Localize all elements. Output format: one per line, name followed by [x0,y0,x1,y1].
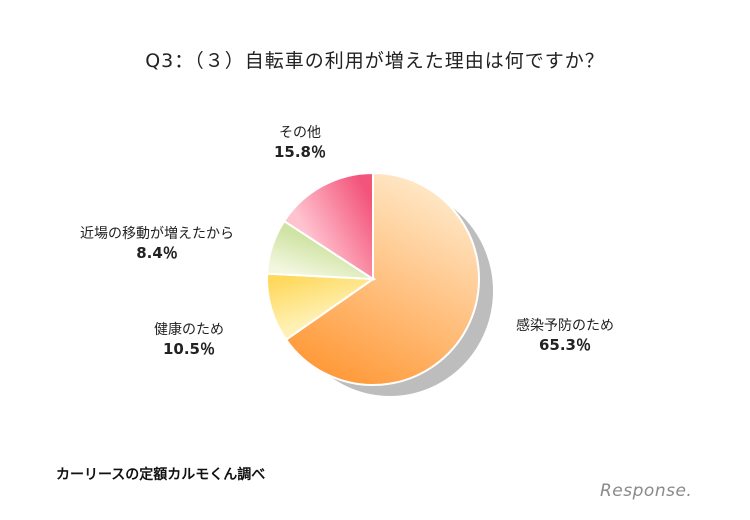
slice-label-other: その他 15.8％ [245,124,355,162]
slice-label-health: 健康のため 10.5％ [134,321,244,359]
slice-label-text: 近場の移動が増えたから [80,226,234,242]
pie-slice-1 [266,272,376,342]
chart-title: Q3：（３）自転車の利用が増えた理由は何ですか？ [145,50,605,72]
pie-slice-3 [282,171,374,281]
slice-value-text: 65.3％ [538,336,591,354]
source-note: カーリースの定額カルモくん調べ [56,467,266,483]
pie-slice-0 [284,171,480,386]
slice-label-infection: 感染予防のため 65.3％ [500,317,630,355]
slice-label-text: 感染予防のため [516,318,614,334]
slice-value-text: 8.4％ [136,244,178,262]
slice-label-text: その他 [279,125,321,141]
slice-label-nearby: 近場の移動が増えたから 8.4％ [62,225,252,263]
slice-value-text: 10.5％ [162,340,215,358]
response-logo: Response. [600,481,693,501]
slice-label-text: 健康のため [154,322,224,338]
slice-value-text: 15.8％ [273,143,326,161]
